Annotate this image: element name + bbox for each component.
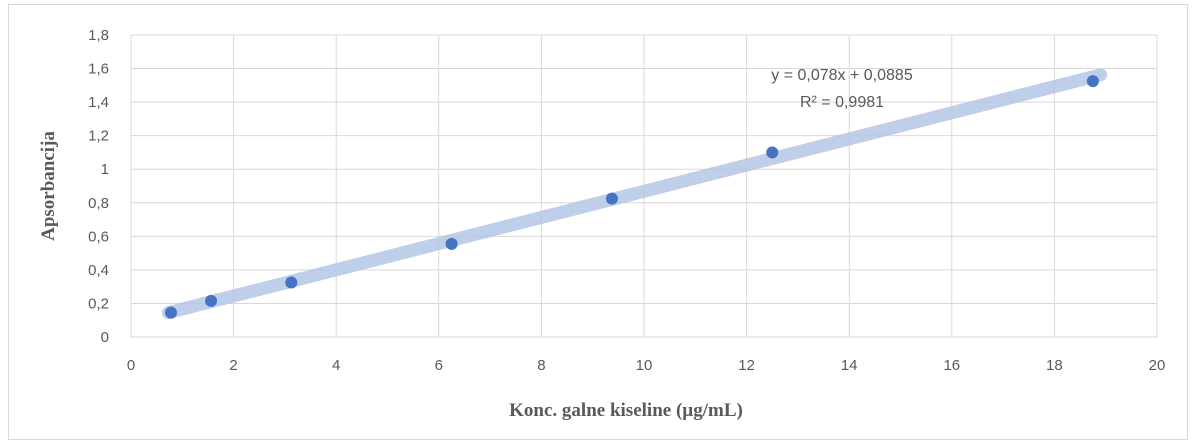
x-tick-label: 12	[738, 357, 755, 374]
x-tick-label: 2	[229, 357, 237, 374]
x-tick-label: 0	[127, 357, 135, 374]
data-point	[1086, 75, 1099, 88]
x-tick-label: 20	[1149, 357, 1166, 374]
trendline	[161, 68, 1108, 320]
y-tick-label: 1	[101, 161, 109, 178]
chart-frame	[8, 4, 1188, 440]
x-axis-title: Konc. galne kiseline (µg/mL)	[509, 400, 743, 421]
x-tick-label: 18	[1046, 357, 1063, 374]
data-point	[205, 294, 218, 307]
y-axis-title: Apsorbancija	[38, 131, 59, 241]
y-tick-label: 0,4	[88, 262, 109, 279]
x-tick-label: 10	[636, 357, 653, 374]
y-tick-label: 0	[101, 329, 109, 346]
trendline-equation: y = 0,078x + 0,0885	[771, 67, 913, 84]
y-tick-label: 1,6	[88, 61, 109, 78]
trendline-group	[161, 68, 1108, 320]
data-point	[766, 146, 779, 159]
x-tick-label: 6	[435, 357, 443, 374]
data-points	[165, 75, 1099, 319]
x-tick-label: 16	[943, 357, 960, 374]
data-point	[165, 306, 178, 319]
y-tick-label: 0,2	[88, 295, 109, 312]
r-squared-label: R² = 0,9981	[800, 94, 884, 111]
data-point	[285, 276, 298, 289]
data-point	[445, 237, 458, 250]
y-tick-label: 0,6	[88, 228, 109, 245]
y-tick-label: 1,8	[88, 27, 109, 44]
y-tick-label: 1,2	[88, 128, 109, 145]
data-point	[605, 192, 618, 205]
y-tick-label: 0,8	[88, 195, 109, 212]
y-tick-label: 1,4	[88, 94, 109, 111]
tick-labels: 0 2 4 6 8 10 12 14 16 18 20 0 0,2 0,4 0,6 0,8 1 1,2 1,4 1,6…	[88, 27, 1165, 374]
gridlines	[130, 34, 1158, 338]
x-tick-label: 14	[841, 357, 858, 374]
x-tick-label: 8	[537, 357, 545, 374]
x-tick-label: 4	[332, 357, 340, 374]
